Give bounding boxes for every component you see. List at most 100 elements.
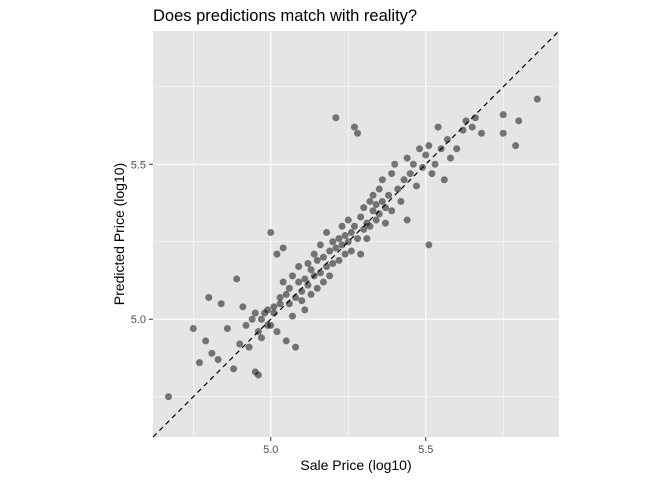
data-point bbox=[419, 163, 427, 171]
data-point bbox=[217, 300, 225, 308]
data-point bbox=[285, 284, 293, 292]
data-point bbox=[270, 303, 278, 311]
data-point bbox=[295, 263, 303, 271]
data-point bbox=[307, 290, 315, 298]
data-point bbox=[381, 219, 389, 227]
data-point bbox=[369, 207, 377, 215]
data-point bbox=[257, 315, 265, 323]
data-point bbox=[434, 123, 442, 131]
data-point bbox=[164, 393, 172, 401]
data-point bbox=[301, 306, 309, 314]
data-point bbox=[251, 309, 259, 317]
data-point bbox=[335, 256, 343, 264]
data-point bbox=[381, 204, 389, 212]
data-point bbox=[354, 235, 362, 243]
data-point bbox=[208, 349, 216, 357]
data-point bbox=[319, 253, 327, 261]
x-tick-label: 5.5 bbox=[418, 444, 433, 456]
data-point bbox=[288, 312, 296, 320]
data-point bbox=[276, 294, 284, 302]
data-point bbox=[499, 129, 507, 137]
data-point bbox=[230, 365, 238, 373]
data-point bbox=[202, 337, 210, 345]
data-point bbox=[357, 250, 365, 258]
data-point bbox=[360, 225, 368, 233]
data-point bbox=[403, 154, 411, 162]
data-point bbox=[279, 278, 287, 286]
data-point bbox=[471, 114, 479, 122]
data-point bbox=[366, 222, 374, 230]
y-tick-label: 5.0 bbox=[131, 314, 146, 326]
data-point bbox=[357, 213, 365, 221]
data-point bbox=[391, 160, 399, 168]
x-tick-label: 5.0 bbox=[263, 444, 278, 456]
data-point bbox=[369, 191, 377, 199]
data-point bbox=[242, 321, 250, 329]
data-point bbox=[428, 170, 436, 178]
data-point bbox=[335, 235, 343, 243]
data-point bbox=[422, 151, 430, 159]
data-point bbox=[301, 275, 309, 283]
data-point bbox=[189, 325, 197, 333]
data-point bbox=[310, 250, 318, 258]
data-point bbox=[347, 247, 355, 255]
x-axis-title: Sale Price (log10) bbox=[300, 457, 411, 473]
data-point bbox=[499, 111, 507, 119]
data-point bbox=[462, 117, 470, 125]
data-point bbox=[270, 309, 278, 317]
data-point bbox=[236, 340, 244, 348]
data-point bbox=[437, 145, 445, 153]
data-point bbox=[329, 259, 337, 267]
data-point bbox=[292, 294, 300, 302]
data-point bbox=[453, 145, 461, 153]
data-point bbox=[350, 222, 358, 230]
data-point bbox=[347, 228, 355, 236]
data-point bbox=[295, 278, 303, 286]
data-point bbox=[223, 325, 231, 333]
data-point bbox=[279, 244, 287, 252]
data-point bbox=[388, 170, 396, 178]
data-point bbox=[214, 356, 222, 364]
data-point bbox=[304, 259, 312, 267]
data-point bbox=[298, 287, 306, 295]
data-point bbox=[338, 222, 346, 230]
data-points bbox=[164, 95, 541, 401]
data-point bbox=[533, 95, 541, 103]
data-point bbox=[298, 297, 306, 305]
data-point bbox=[378, 176, 386, 184]
data-point bbox=[478, 129, 486, 137]
data-point bbox=[341, 232, 349, 240]
data-point bbox=[323, 263, 331, 271]
data-point bbox=[409, 160, 417, 168]
data-point bbox=[400, 176, 408, 184]
data-point bbox=[443, 135, 451, 143]
chart-title: Does predictions match with reality? bbox=[153, 7, 417, 25]
data-point bbox=[264, 306, 272, 314]
data-point bbox=[319, 278, 327, 286]
data-point bbox=[288, 272, 296, 280]
data-point bbox=[354, 129, 362, 137]
data-point bbox=[385, 191, 393, 199]
data-point bbox=[326, 247, 334, 255]
data-point bbox=[257, 334, 265, 342]
data-point bbox=[239, 303, 247, 311]
data-point bbox=[406, 170, 414, 178]
data-point bbox=[416, 145, 424, 153]
y-axis-title: Predicted Price (log10) bbox=[111, 163, 127, 305]
data-point bbox=[248, 315, 256, 323]
data-point bbox=[316, 269, 324, 277]
data-point bbox=[341, 250, 349, 258]
data-point bbox=[372, 201, 380, 209]
data-point bbox=[431, 160, 439, 168]
data-point bbox=[326, 272, 334, 280]
data-point bbox=[329, 238, 337, 246]
data-point bbox=[254, 371, 262, 379]
data-point bbox=[344, 216, 352, 224]
data-point bbox=[350, 123, 358, 131]
data-point bbox=[375, 210, 383, 218]
data-point bbox=[205, 294, 213, 302]
data-point bbox=[468, 123, 476, 131]
data-point bbox=[310, 272, 318, 280]
data-point bbox=[366, 197, 374, 205]
